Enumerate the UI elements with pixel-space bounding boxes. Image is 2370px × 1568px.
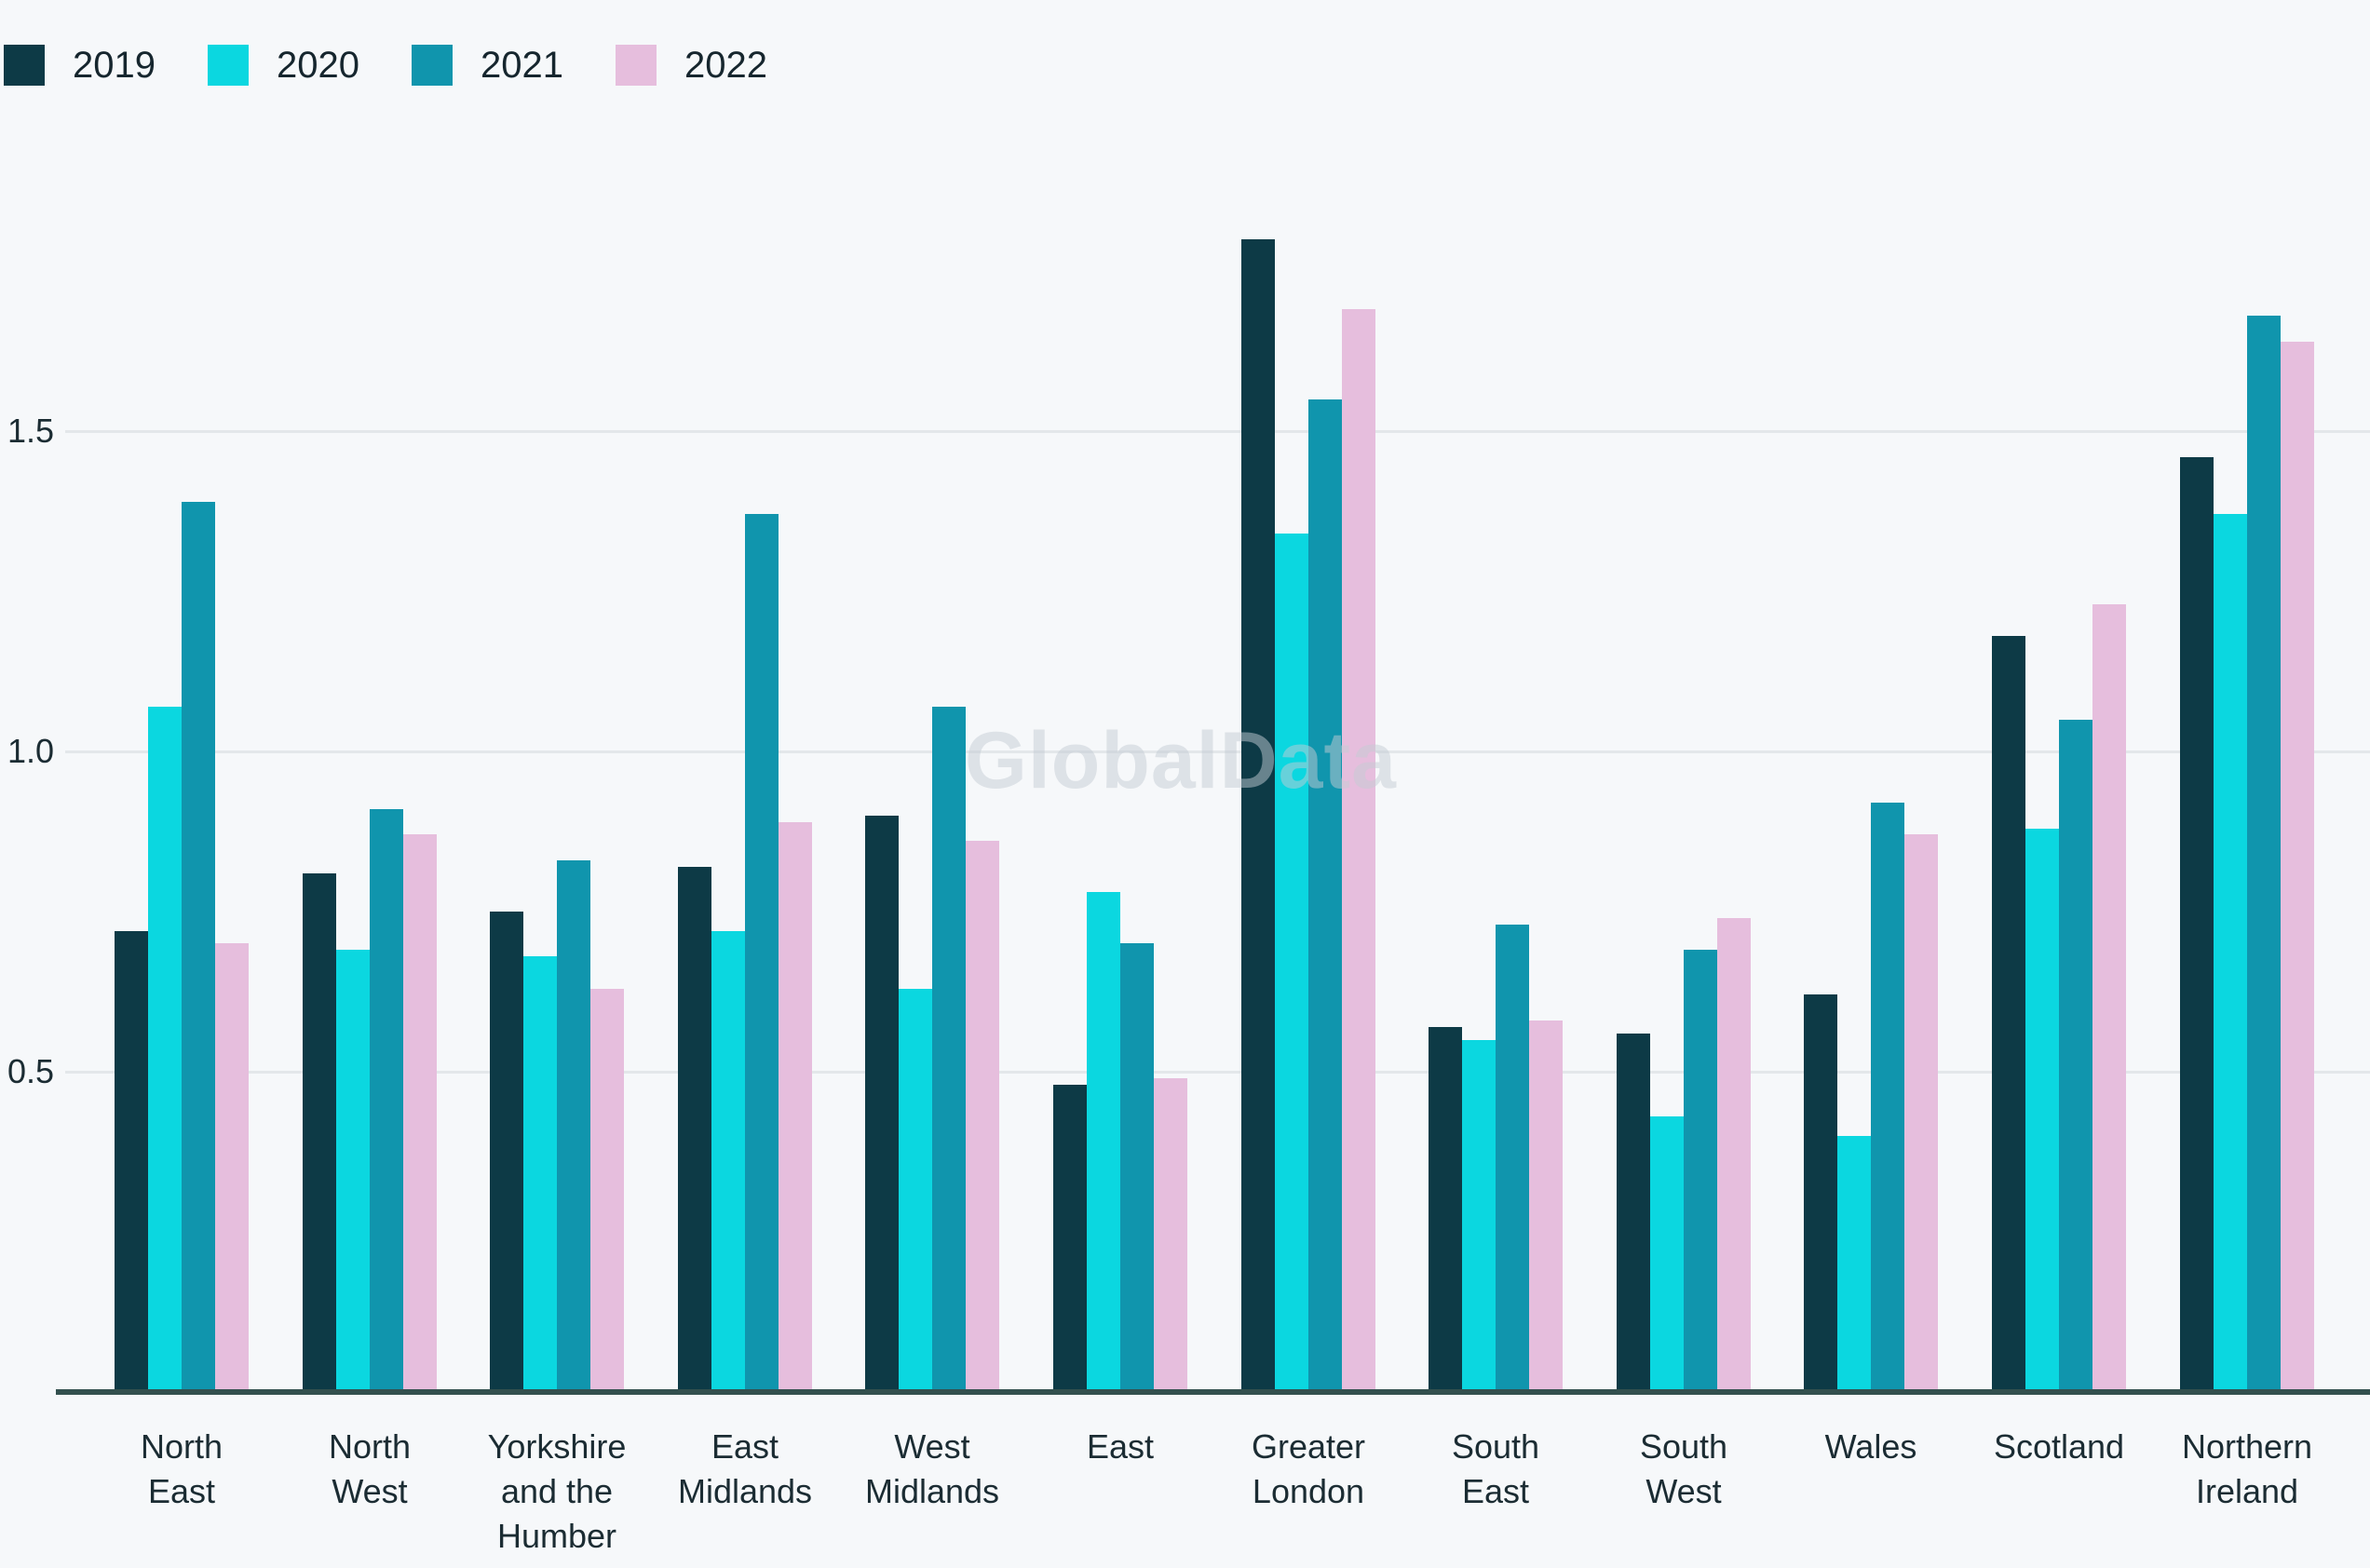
x-axis-label-greater-london: Greater London (1251, 1427, 1366, 1510)
x-axis-label-east-midlands: East Midlands (677, 1427, 813, 1510)
bar-2019-east[interactable] (1053, 1085, 1087, 1392)
bar-2022-greater-london[interactable] (1342, 309, 1375, 1392)
bar-2019-west-midlands[interactable] (865, 816, 899, 1392)
bar-2021-north-east[interactable] (182, 502, 215, 1392)
bar-2020-west-midlands[interactable] (899, 989, 932, 1392)
bar-2021-scotland[interactable] (2059, 720, 2092, 1392)
bar-2019-wales[interactable] (1804, 994, 1837, 1392)
gridline-1.0 (65, 750, 2370, 753)
x-axis-label-west-midlands: West Midlands (864, 1427, 1000, 1510)
bar-2020-wales[interactable] (1837, 1136, 1871, 1392)
bar-2019-greater-london[interactable] (1241, 239, 1275, 1392)
bar-2022-south-west[interactable] (1717, 918, 1751, 1392)
x-axis-label-north-east: North East (140, 1427, 223, 1510)
bar-2022-east-midlands[interactable] (779, 822, 812, 1392)
bar-2021-north-west[interactable] (370, 809, 403, 1392)
bar-2021-east[interactable] (1120, 943, 1154, 1392)
legend-label-2020: 2020 (276, 45, 359, 86)
bar-2022-east[interactable] (1154, 1078, 1187, 1392)
bar-2022-northern-ireland[interactable] (2281, 342, 2314, 1392)
x-axis-label-yorkshire-and-the-humber: Yorkshire and the Humber (487, 1427, 627, 1555)
x-axis-label-south-east: South East (1451, 1427, 1540, 1510)
bar-2021-greater-london[interactable] (1308, 399, 1342, 1392)
bar-2021-northern-ireland[interactable] (2247, 316, 2281, 1392)
y-tick-label-1.5: 1.5 (7, 412, 54, 450)
bar-2021-yorkshire-and-the-humber[interactable] (557, 860, 590, 1392)
bar-2020-south-west[interactable] (1650, 1116, 1684, 1392)
bar-2022-north-west[interactable] (403, 834, 437, 1392)
bar-2021-east-midlands[interactable] (745, 514, 779, 1392)
bar-2020-scotland[interactable] (2025, 829, 2059, 1392)
legend-swatch-2022 (615, 45, 657, 86)
y-tick-label-1.0: 1.0 (7, 732, 54, 770)
bar-2021-south-west[interactable] (1684, 950, 1717, 1392)
legend-item-2022[interactable]: 2022 (615, 45, 767, 86)
legend-swatch-2019 (4, 45, 45, 86)
bar-2021-west-midlands[interactable] (932, 707, 966, 1392)
bar-2022-west-midlands[interactable] (966, 841, 999, 1392)
legend-item-2021[interactable]: 2021 (411, 45, 563, 86)
x-axis-label-scotland: Scotland (1993, 1427, 2125, 1466)
bar-2019-north-east[interactable] (115, 931, 148, 1392)
legend-label-2022: 2022 (684, 45, 767, 86)
bar-2019-south-east[interactable] (1429, 1027, 1462, 1392)
gridline-1.5 (65, 430, 2370, 433)
bar-2021-south-east[interactable] (1496, 925, 1529, 1392)
legend-label-2019: 2019 (73, 45, 156, 86)
x-axis-label-north-west: North West (328, 1427, 412, 1510)
y-tick-label-0.5: 0.5 (7, 1052, 54, 1090)
legend-item-2019[interactable]: 2019 (4, 45, 156, 86)
bar-2022-wales[interactable] (1904, 834, 1938, 1392)
bar-2020-yorkshire-and-the-humber[interactable] (523, 956, 557, 1392)
bar-2019-south-west[interactable] (1617, 1034, 1650, 1392)
bar-2020-greater-london[interactable] (1275, 534, 1308, 1392)
bar-2019-east-midlands[interactable] (678, 867, 711, 1392)
bar-2020-east[interactable] (1087, 892, 1120, 1392)
bar-2019-north-west[interactable] (303, 873, 336, 1392)
bar-2022-yorkshire-and-the-humber[interactable] (590, 989, 624, 1392)
x-axis-line (56, 1389, 2370, 1395)
bar-2022-south-east[interactable] (1529, 1021, 1563, 1392)
bar-2020-north-east[interactable] (148, 707, 182, 1392)
legend-swatch-2021 (411, 45, 453, 86)
x-axis-label-northern-ireland: Northern Ireland (2181, 1427, 2313, 1510)
x-axis-label-east: East (1086, 1427, 1155, 1466)
bar-2021-wales[interactable] (1871, 803, 1904, 1392)
bar-2022-scotland[interactable] (2092, 604, 2126, 1392)
gridline-0.5 (65, 1071, 2370, 1074)
bar-2019-scotland[interactable] (1992, 636, 2025, 1392)
legend-label-2021: 2021 (480, 45, 563, 86)
bar-2022-north-east[interactable] (215, 943, 249, 1392)
bar-2019-yorkshire-and-the-humber[interactable] (490, 912, 523, 1392)
x-axis-label-south-west: South West (1639, 1427, 1728, 1510)
legend-item-2020[interactable]: 2020 (207, 45, 359, 86)
legend-swatch-2020 (207, 45, 249, 86)
chart-legend: 2019 2020 2021 2022 (4, 45, 767, 86)
bar-2020-south-east[interactable] (1462, 1040, 1496, 1392)
bar-2020-northern-ireland[interactable] (2214, 514, 2247, 1392)
bar-2019-northern-ireland[interactable] (2180, 457, 2214, 1392)
x-axis-label-wales: Wales (1824, 1427, 1917, 1466)
bar-2020-east-midlands[interactable] (711, 931, 745, 1392)
bar-2020-north-west[interactable] (336, 950, 370, 1392)
